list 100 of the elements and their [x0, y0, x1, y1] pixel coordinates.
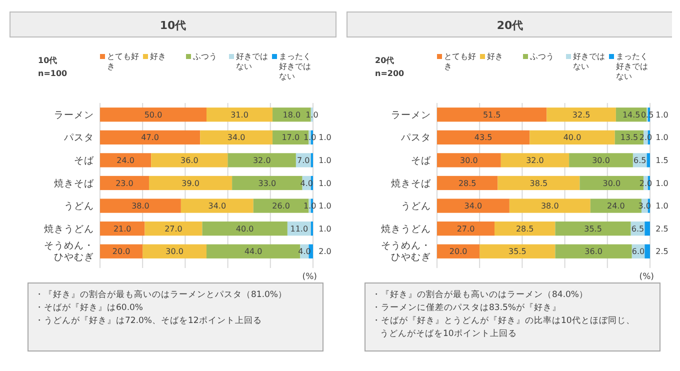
y-tick-label: 焼きそば: [391, 177, 432, 190]
bar: [555, 222, 631, 236]
data-label: 14.5: [622, 110, 640, 120]
data-label: 30.0: [602, 178, 621, 188]
bar: [100, 108, 206, 122]
bar: [180, 198, 254, 213]
data-label: 1.0: [656, 202, 668, 211]
data-label: 1.0: [656, 133, 668, 142]
data-label: 1.0: [303, 133, 316, 142]
y-tick-label: ラーメン: [391, 110, 431, 121]
bar: [644, 244, 650, 258]
data-label: 43.5: [474, 133, 492, 142]
chart-title: 10代: [160, 19, 186, 32]
data-label: 24.0: [607, 202, 625, 211]
bar: [100, 244, 143, 258]
data-label: 24.0: [116, 156, 134, 166]
data-label: 1.0: [318, 156, 332, 166]
bar: [100, 130, 200, 144]
legend-label: ふつう: [192, 52, 217, 61]
bar: [437, 176, 498, 190]
y-tick-label: 焼きそば: [54, 177, 95, 190]
bar: [151, 153, 228, 168]
data-label: 1.0: [303, 202, 316, 211]
text: n=200: [375, 69, 404, 78]
bar: [509, 198, 590, 213]
data-label: 1.0: [656, 178, 668, 188]
bar: [202, 222, 288, 236]
data-label: 36.0: [584, 247, 602, 256]
bar: [494, 222, 556, 236]
data-label: 30.0: [592, 156, 610, 166]
bar: [200, 130, 273, 144]
legend-label: まったく好きではない: [279, 52, 311, 81]
data-label: 38.0: [540, 202, 559, 211]
data-label: 21.0: [113, 224, 132, 234]
bar: [228, 153, 296, 168]
y-tick-label: そば: [74, 156, 95, 167]
data-label: 1.5: [656, 156, 668, 166]
y-tick-label: そうめん・ひやむぎ: [381, 240, 431, 264]
data-label: 31.0: [230, 110, 248, 120]
legend-label: 好きではない: [573, 52, 605, 71]
data-label: 33.0: [258, 178, 276, 188]
data-label: 6.5: [631, 224, 644, 234]
y-tick-label: 焼きうどん: [381, 222, 431, 235]
data-label: 28.5: [458, 178, 476, 188]
chart-title: 20代: [375, 56, 394, 65]
x-axis-title: (%): [302, 272, 317, 282]
data-label: 23.0: [116, 178, 134, 188]
legend-label: 好きではない: [236, 52, 268, 71]
bar: [498, 176, 580, 190]
text: ・『好き』の割合が最も高いのはラーメン（84.0%）: [372, 289, 588, 300]
bar: [437, 244, 480, 258]
data-label: 34.0: [208, 202, 226, 211]
data-label: 34.0: [464, 202, 482, 211]
bar: [100, 198, 181, 213]
legend-label: まったく好きではない: [616, 52, 648, 81]
data-label: 1.0: [318, 133, 332, 142]
data-label: 1.0: [656, 110, 668, 120]
bar: [148, 176, 232, 190]
text: ・うどんが『好き』は72.0%、そばを12ポイント上回る: [35, 315, 262, 326]
bar: [437, 222, 495, 236]
bar: [546, 108, 616, 122]
chart-title: 10代: [38, 56, 58, 65]
data-label: 13.5: [620, 133, 638, 142]
data-label: 2.0: [639, 133, 652, 142]
bar: [500, 153, 570, 168]
bar: [437, 198, 510, 213]
data-label: 11.0: [290, 224, 308, 234]
data-label: 40.0: [236, 224, 254, 234]
bar: [100, 176, 149, 190]
data-label: 51.5: [482, 110, 501, 120]
x-axis-title: (%): [639, 272, 654, 282]
data-label: 27.0: [164, 224, 182, 234]
data-label: 2.5: [656, 247, 668, 256]
legend-label: ふつう: [529, 52, 554, 61]
data-label: 38.0: [132, 202, 150, 211]
y-tick-label: うどん: [401, 201, 431, 212]
bar: [644, 222, 650, 236]
legend-label: とても好き: [444, 52, 476, 71]
bar: [437, 108, 547, 122]
data-label: 28.5: [516, 224, 534, 234]
text: ・そばが『好き』は60.0%: [35, 302, 144, 313]
bar: [206, 108, 273, 122]
y-tick-label: ラーメン: [54, 110, 94, 121]
bar: [100, 153, 152, 168]
legend-label: 好き: [487, 52, 503, 61]
data-label: 6.0: [632, 247, 645, 256]
y-tick-label: そば: [411, 156, 432, 167]
data-label: 2.0: [318, 247, 332, 256]
data-label: 30.0: [460, 156, 478, 166]
data-label: 7.0: [297, 156, 310, 166]
data-label: 30.0: [166, 247, 184, 256]
legend-label: 好き: [150, 52, 166, 61]
bar: [142, 244, 206, 258]
text: ・ラーメンに僅差のパスタは83.5%が『好き』: [372, 302, 562, 313]
y-tick-label: そうめん・ひやむぎ: [44, 240, 94, 264]
data-label: 35.5: [584, 224, 602, 234]
bar: [144, 222, 202, 236]
bar: [646, 153, 650, 168]
bar: [480, 244, 556, 258]
data-label: 50.0: [144, 110, 162, 120]
